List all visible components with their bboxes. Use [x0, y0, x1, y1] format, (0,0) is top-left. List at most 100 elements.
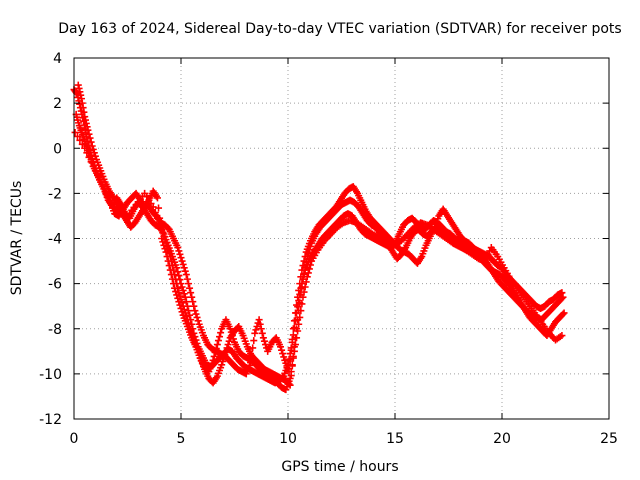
data-point — [166, 253, 174, 261]
data-point — [181, 293, 189, 301]
data-point — [180, 306, 188, 314]
data-point — [306, 261, 314, 269]
data-point — [299, 262, 307, 270]
data-point — [224, 341, 232, 349]
data-point — [98, 180, 106, 188]
y-tick-label: 0 — [53, 141, 62, 157]
data-point — [213, 341, 221, 349]
data-point — [158, 225, 166, 233]
data-point — [100, 185, 108, 193]
data-point — [259, 334, 267, 342]
x-tick-label: 5 — [177, 431, 186, 447]
data-point — [155, 204, 163, 212]
data-point — [211, 348, 219, 356]
data-point — [219, 357, 227, 365]
data-point — [186, 322, 194, 330]
data-point — [249, 344, 257, 352]
data-point — [89, 145, 97, 153]
data-point — [179, 286, 187, 294]
data-point — [177, 254, 185, 262]
grid — [74, 58, 609, 419]
data-point — [296, 280, 304, 288]
data-point — [178, 299, 186, 307]
data-point — [279, 350, 287, 358]
data-point — [300, 288, 308, 296]
data-point — [293, 334, 301, 342]
chart-title: Day 163 of 2024, Sidereal Day-to-day VTE… — [58, 21, 621, 37]
data-point — [217, 329, 225, 337]
data-points — [70, 81, 568, 394]
data-point — [164, 246, 172, 254]
data-point — [76, 136, 84, 144]
data-point — [163, 242, 171, 250]
data-point — [171, 271, 179, 279]
data-point — [193, 313, 201, 321]
data-point — [278, 346, 286, 354]
y-tick-label: -4 — [48, 232, 62, 248]
data-point — [298, 300, 306, 308]
data-point — [176, 250, 184, 258]
data-point — [303, 273, 311, 281]
data-point — [304, 269, 312, 277]
data-point — [187, 326, 195, 334]
data-point — [280, 353, 288, 361]
x-tick-label: 0 — [70, 431, 79, 447]
y-tick-label: -12 — [39, 412, 62, 428]
data-point — [87, 138, 95, 146]
data-point — [225, 337, 233, 345]
data-point — [558, 332, 566, 340]
data-point — [212, 344, 220, 352]
data-point — [179, 302, 187, 310]
data-point — [151, 209, 159, 217]
data-point — [76, 88, 84, 96]
data-point — [188, 293, 196, 301]
data-point — [558, 294, 566, 302]
data-point — [86, 134, 94, 142]
data-point — [209, 356, 217, 364]
y-tick-label: -2 — [48, 186, 62, 202]
data-point — [172, 275, 180, 283]
data-point — [184, 319, 192, 327]
data-point — [287, 368, 295, 376]
y-tick-label: -6 — [48, 277, 62, 293]
data-point — [167, 257, 175, 265]
y-tick-label: 2 — [53, 96, 62, 112]
data-point — [190, 336, 198, 344]
data-point — [77, 95, 85, 103]
data-point — [87, 158, 95, 166]
data-point — [291, 309, 299, 317]
data-point — [104, 194, 112, 202]
data-point — [94, 171, 102, 179]
data-point — [255, 316, 263, 324]
data-point — [153, 214, 161, 222]
data-point — [81, 113, 89, 121]
data-point — [176, 292, 184, 300]
data-point — [178, 283, 186, 291]
data-point — [559, 293, 567, 301]
data-point — [305, 265, 313, 273]
series-track-d — [71, 128, 566, 394]
data-point — [298, 266, 306, 274]
data-point — [88, 142, 96, 150]
data-point — [186, 284, 194, 292]
data-point — [186, 311, 194, 319]
data-point — [288, 361, 296, 369]
data-point — [252, 326, 260, 334]
data-point — [301, 283, 309, 291]
data-point — [73, 132, 81, 140]
data-point — [289, 354, 297, 362]
data-point — [82, 116, 90, 124]
data-point — [170, 266, 178, 274]
data-point — [258, 329, 266, 337]
data-point — [178, 257, 186, 265]
data-point — [277, 343, 285, 351]
data-point — [287, 346, 295, 354]
data-point — [182, 312, 190, 320]
data-point — [290, 347, 298, 355]
data-point — [190, 302, 198, 310]
data-point — [177, 295, 185, 303]
data-point — [297, 307, 305, 315]
data-point — [162, 239, 170, 247]
data-point — [173, 280, 181, 288]
